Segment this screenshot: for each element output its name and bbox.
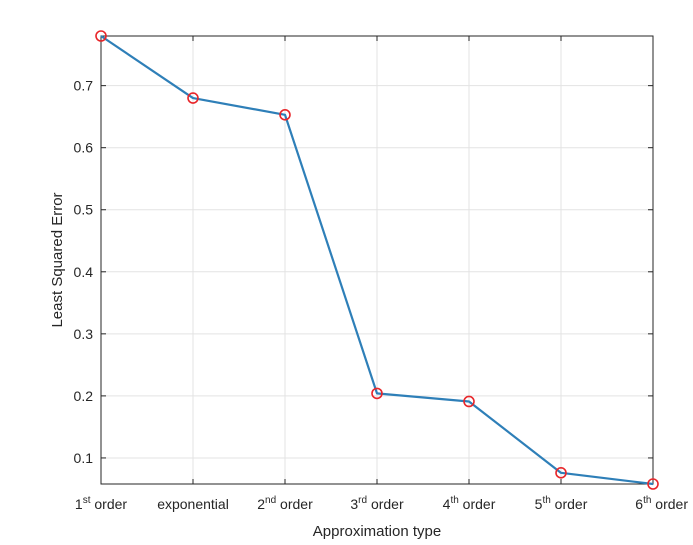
series-line: [100, 35, 654, 486]
data-point: [555, 467, 567, 479]
y-tick-label: 0.4: [74, 264, 94, 280]
data-point: [647, 478, 659, 490]
x-tick-label: 5th order: [535, 495, 588, 512]
data-point: [279, 109, 291, 121]
y-tick-label: 0.3: [74, 326, 94, 342]
y-tick-label: 0.2: [74, 388, 94, 404]
y-tick-label: 0.5: [74, 202, 94, 218]
y-axis-title: Least Squared Error: [49, 192, 66, 327]
y-tick-label: 0.7: [74, 78, 94, 94]
x-tick-label: 2nd order: [257, 495, 313, 512]
data-point: [463, 395, 475, 408]
y-tick-label: 0.6: [74, 140, 94, 156]
x-tick-label: 1st order: [75, 495, 127, 512]
x-tick-label: 4th order: [443, 495, 496, 512]
x-axis-title: Approximation type: [313, 523, 441, 540]
series: [95, 30, 659, 490]
grid: [101, 36, 653, 484]
data-point: [371, 387, 383, 400]
data-point: [187, 92, 199, 104]
y-axis-ticks: 0.1 0.2 0.3 0.4 0.5 0.6 0.7: [74, 78, 653, 466]
y-tick-label: 0.1: [74, 450, 94, 466]
x-axis-ticks: 1st order exponential 2nd order 3rd order 4t…: [75, 36, 688, 512]
x-tick-label: exponential: [157, 496, 229, 512]
x-tick-label: 3rd order: [350, 495, 404, 512]
data-point: [95, 30, 107, 42]
x-tick-label: 6th order: [635, 495, 688, 512]
